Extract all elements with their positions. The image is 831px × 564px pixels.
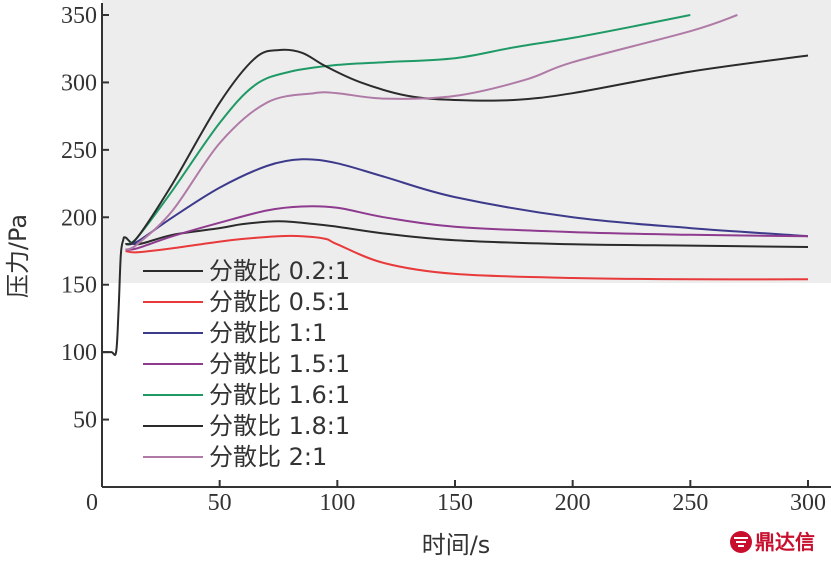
legend-label-4: 分散比 1.5:1: [209, 350, 350, 378]
y-tick-label: 250: [61, 138, 97, 164]
x-tick-label: 50: [208, 490, 232, 516]
watermark-logo: 鼎达信: [730, 530, 815, 554]
y-axis-title: 压力/Pa: [4, 214, 32, 298]
x-tick-label: 0: [86, 490, 98, 516]
legend-label-2: 分散比 0.5:1: [209, 288, 350, 316]
series-line-5: [124, 14, 691, 246]
y-tick-label: 350: [61, 3, 97, 29]
y-tick-label: 150: [61, 273, 97, 299]
legend: 分散比 0.2:1 分散比 0.5:1 分散比 1:1 分散比 1.5:1 分散比 1.…: [143, 257, 350, 471]
series-line-7: [125, 14, 738, 251]
x-tick-label: 200: [555, 490, 591, 516]
series-line-4: [125, 205, 809, 251]
x-tick-label: 150: [437, 490, 473, 516]
x-tick-label: 300: [790, 490, 826, 516]
y-tick-label: 300: [61, 70, 97, 96]
series-line-3: [125, 158, 809, 246]
y-tick-label: 100: [61, 340, 97, 366]
x-tick-label: 100: [319, 490, 355, 516]
watermark-seal-mark: [734, 537, 748, 547]
x-axis-title: 时间/s: [422, 531, 491, 559]
series-line-1: [102, 220, 809, 357]
legend-label-3: 分散比 1:1: [209, 319, 327, 347]
watermark-text: 鼎达信: [755, 530, 815, 554]
series-line-2: [125, 234, 809, 281]
y-tick-label: 50: [73, 408, 97, 434]
x-tick-label: 250: [672, 490, 708, 516]
series-layer: [102, 14, 809, 357]
legend-label-6: 分散比 1.8:1: [209, 412, 350, 440]
legend-label-1: 分散比 0.2:1: [209, 257, 350, 285]
axes-layer: 0 50 100 150 200 250 300 50 100 150 200 250 300 350: [61, 3, 831, 516]
legend-label-7: 分散比 2:1: [209, 443, 327, 471]
y-tick-label: 200: [61, 205, 97, 231]
legend-label-5: 分散比 1.6:1: [209, 381, 350, 409]
series-line-6: [124, 48, 809, 246]
